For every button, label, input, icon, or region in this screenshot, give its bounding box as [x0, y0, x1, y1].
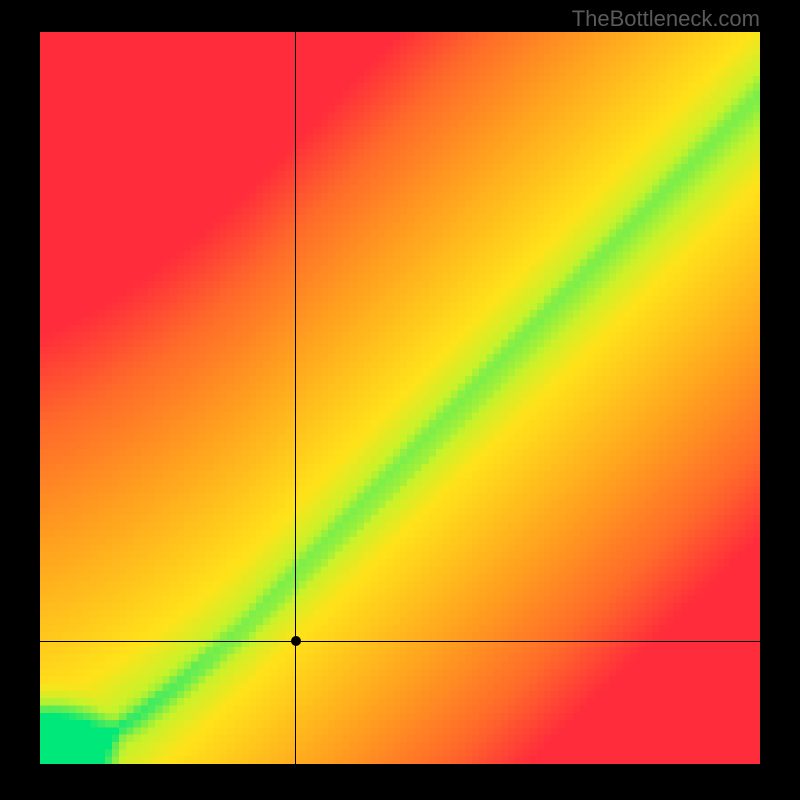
- plot-area: [40, 32, 760, 764]
- crosshair-vertical: [295, 32, 296, 764]
- selection-marker: [291, 636, 301, 646]
- crosshair-horizontal: [40, 641, 760, 642]
- bottleneck-heatmap: [40, 32, 760, 764]
- watermark-text: TheBottleneck.com: [572, 6, 760, 32]
